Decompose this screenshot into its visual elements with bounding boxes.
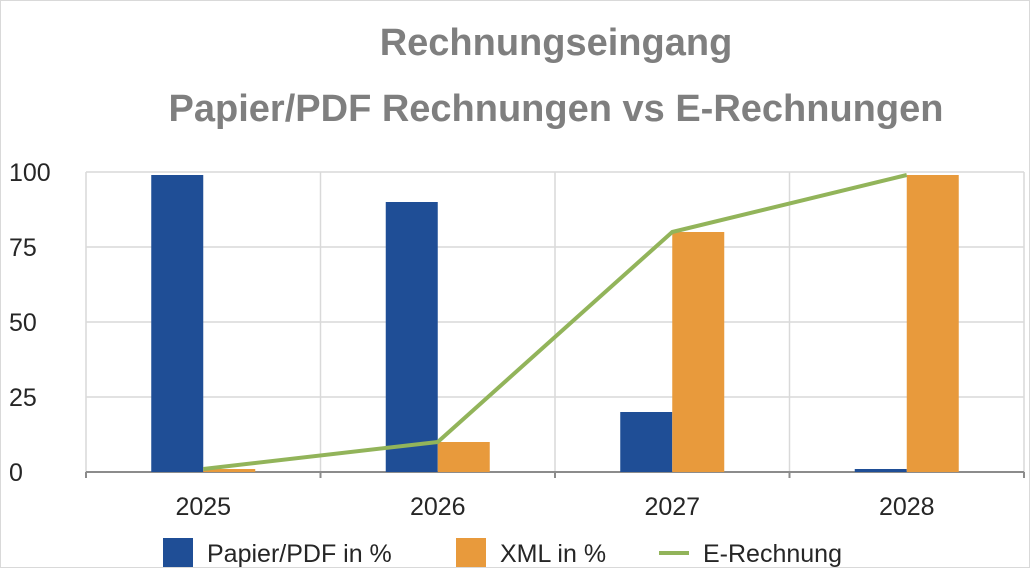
- bar-xml-2028: [906, 175, 959, 472]
- bar-xml-2027: [672, 232, 725, 472]
- line-e-rechnung: [203, 173, 908, 471]
- legend-swatch: [456, 538, 486, 567]
- y-tick-label: 25: [9, 384, 37, 412]
- y-tick-label: 75: [9, 234, 37, 262]
- y-tick-label: 100: [9, 159, 51, 187]
- chart-subtitle: Papier/PDF Rechnungen vs E-Rechnungen: [169, 88, 944, 130]
- x-axis-ticks: 2025 2026 2027 2028: [175, 493, 934, 521]
- x-tick-label: 2025: [175, 493, 231, 521]
- x-tick-label: 2028: [879, 493, 935, 521]
- bars: [151, 175, 959, 472]
- x-tick-label: 2026: [410, 493, 466, 521]
- y-tick-label: 0: [9, 459, 23, 487]
- legend-swatch: [163, 538, 193, 567]
- legend-label: E-Rechnung: [703, 540, 842, 567]
- bar-papier-pdf-2026: [385, 202, 438, 472]
- bar-papier-pdf-2028: [854, 469, 907, 472]
- bar-xml-2025: [203, 469, 256, 472]
- y-tick-label: 50: [9, 309, 37, 337]
- x-tick-label: 2027: [644, 493, 700, 521]
- chart-title: Rechnungseingang: [380, 22, 733, 64]
- bar-papier-pdf-2025: [151, 175, 204, 472]
- bar-papier-pdf-2027: [620, 412, 673, 472]
- y-axis-ticks: 0 25 50 75 100: [9, 159, 51, 487]
- gridlines: [85, 171, 1025, 478]
- bar-xml-2026: [437, 442, 490, 472]
- line-series: [203, 173, 908, 471]
- legend: Papier/PDF in % XML in % E-Rechnung: [163, 538, 842, 567]
- legend-label: Papier/PDF in %: [207, 540, 392, 567]
- legend-label: XML in %: [500, 540, 606, 567]
